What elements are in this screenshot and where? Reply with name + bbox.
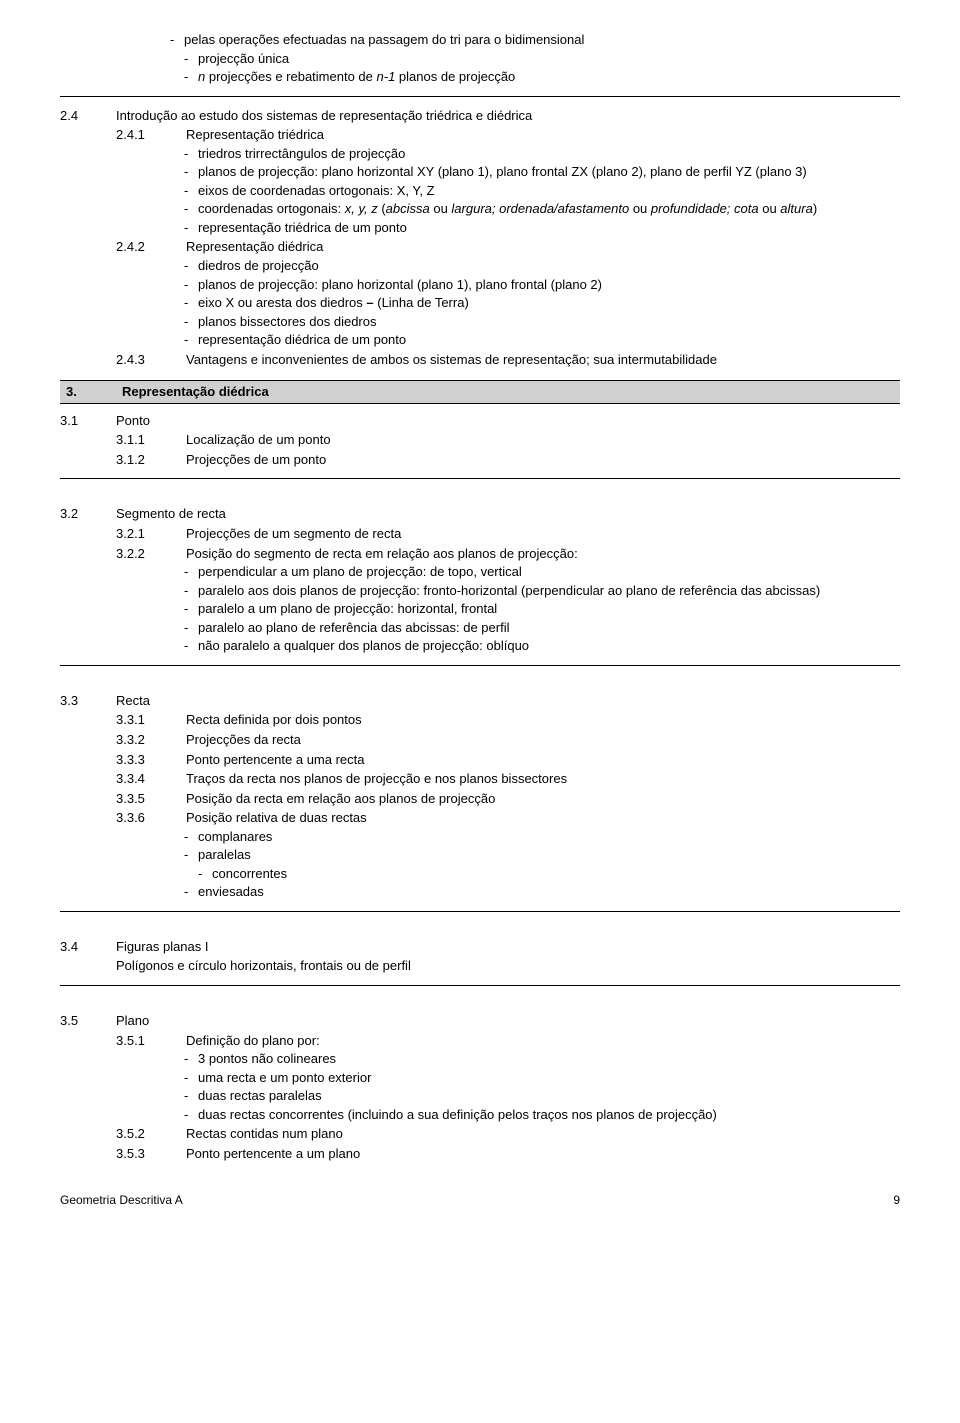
- subsection-row: 2.4.2 Representação diédrica: [60, 238, 900, 256]
- list-item: -planos de projecção: plano horizontal X…: [60, 163, 900, 181]
- heading-row: 2.4 Introdução ao estudo dos sistemas de…: [60, 107, 900, 125]
- list-item: -paralelo aos dois planos de projecção: …: [60, 582, 900, 600]
- list-item: - projecção única: [60, 50, 900, 68]
- list-item: - eixo X ou aresta dos diedros – (Linha …: [60, 294, 900, 312]
- list-item: -concorrentes: [60, 865, 900, 883]
- list-item: -representação triédrica de um ponto: [60, 219, 900, 237]
- subsection-number: 2.4.3: [116, 351, 186, 369]
- subsection-number: 2.4.2: [116, 238, 186, 256]
- section-3-5: 3.5 Plano 3.5.1Definição do plano por: -…: [60, 1012, 900, 1162]
- section-number: 2.4: [60, 107, 116, 125]
- heading-row: 3.2 Segmento de recta: [60, 505, 900, 523]
- footer-title: Geometria Descritiva A: [60, 1192, 183, 1208]
- subsection-row: 3.3.6Posição relativa de duas rectas: [60, 809, 900, 827]
- list-item: -duas rectas paralelas: [60, 1087, 900, 1105]
- heading-row: 3.5 Plano: [60, 1012, 900, 1030]
- list-item: -planos bissectores dos diedros: [60, 313, 900, 331]
- divider: [60, 96, 900, 97]
- list-item: -paralelas: [60, 846, 900, 864]
- subsection-row: 3.3.4Traços da recta nos planos de proje…: [60, 770, 900, 788]
- subsection-row: 3.1.2 Projecções de um ponto: [60, 451, 900, 469]
- subsection-row: 3.5.1Definição do plano por:: [60, 1032, 900, 1050]
- subsection-row: 3.5.2Rectas contidas num plano: [60, 1125, 900, 1143]
- subsection-row: 3.3.3Ponto pertencente a uma recta: [60, 751, 900, 769]
- list-item: - coordenadas ortogonais: x, y, z (abcis…: [60, 200, 900, 218]
- list-item: -perpendicular a um plano de projecção: …: [60, 563, 900, 581]
- heading-row: 3.1 Ponto: [60, 412, 900, 430]
- page-footer: Geometria Descritiva A 9: [60, 1192, 900, 1208]
- list-item: - n projecções e rebatimento de n-1 plan…: [60, 68, 900, 86]
- list-item: -eixos de coordenadas ortogonais: X, Y, …: [60, 182, 900, 200]
- list-item: - pelas operações efectuadas na passagem…: [60, 31, 900, 49]
- section-2-4: 2.4 Introdução ao estudo dos sistemas de…: [60, 107, 900, 369]
- bullet-text: pelas operações efectuadas na passagem d…: [184, 31, 900, 49]
- subsection-row: 3.2.2 Posição do segmento de recta em re…: [60, 545, 900, 563]
- divider: [60, 911, 900, 912]
- divider: [60, 478, 900, 479]
- section-3-4: 3.4 Figuras planas I Polígonos e círculo…: [60, 938, 900, 975]
- list-item: -diedros de projecção: [60, 257, 900, 275]
- bullet-text: projecção única: [198, 50, 900, 68]
- section-3-2: 3.2 Segmento de recta 3.2.1 Projecções d…: [60, 505, 900, 654]
- list-item: -duas rectas concorrentes (incluindo a s…: [60, 1106, 900, 1124]
- list-item: -não paralelo a qualquer dos planos de p…: [60, 637, 900, 655]
- subsection-row: 3.1.1 Localização de um ponto: [60, 431, 900, 449]
- subsection-row: 2.4.3 Vantagens e inconvenientes de ambo…: [60, 351, 900, 369]
- subsection-title: Representação diédrica: [186, 238, 900, 256]
- list-item: -planos de projecção: plano horizontal (…: [60, 276, 900, 294]
- list-item: -uma recta e um ponto exterior: [60, 1069, 900, 1087]
- bullet-text: n projecções e rebatimento de n-1 planos…: [198, 68, 900, 86]
- subsection-row: 3.3.1Recta definida por dois pontos: [60, 711, 900, 729]
- subsection-number: 2.4.1: [116, 126, 186, 144]
- section-number: 3.1: [60, 412, 116, 430]
- heading-row: 3.3 Recta: [60, 692, 900, 710]
- subsection-title: Representação triédrica: [186, 126, 900, 144]
- page-number: 9: [893, 1192, 900, 1208]
- section-number: 3.: [66, 383, 122, 401]
- subsection-row: 3.2.1 Projecções de um segmento de recta: [60, 525, 900, 543]
- list-item: -paralelo ao plano de referência das abc…: [60, 619, 900, 637]
- divider: [60, 665, 900, 666]
- list-item: -paralelo a um plano de projecção: horiz…: [60, 600, 900, 618]
- section-3-3: 3.3 Recta 3.3.1Recta definida por dois p…: [60, 692, 900, 901]
- subsection-row: 3.3.5Posição da recta em relação aos pla…: [60, 790, 900, 808]
- subsection-row: 2.4.1 Representação triédrica: [60, 126, 900, 144]
- section-3-header: 3. Representação diédrica: [60, 380, 900, 404]
- subsection-row: 3.3.2Projecções da recta: [60, 731, 900, 749]
- divider: [60, 985, 900, 986]
- list-item: -triedros trirrectângulos de projecção: [60, 145, 900, 163]
- list-item: -3 pontos não colineares: [60, 1050, 900, 1068]
- heading-row: 3.4 Figuras planas I: [60, 938, 900, 956]
- subtitle-row: Polígonos e círculo horizontais, frontai…: [60, 957, 900, 975]
- subsection-row: 3.5.3Ponto pertencente a um plano: [60, 1145, 900, 1163]
- intro-bullets: - pelas operações efectuadas na passagem…: [60, 31, 900, 86]
- section-title: Representação diédrica: [122, 383, 269, 401]
- section-title: Introdução ao estudo dos sistemas de rep…: [116, 107, 900, 125]
- subsection-title: Vantagens e inconvenientes de ambos os s…: [186, 351, 900, 369]
- list-item: -complanares: [60, 828, 900, 846]
- list-item: -enviesadas: [60, 883, 900, 901]
- list-item: -representação diédrica de um ponto: [60, 331, 900, 349]
- section-3-1: 3.1 Ponto 3.1.1 Localização de um ponto …: [60, 412, 900, 469]
- section-title: Ponto: [116, 412, 900, 430]
